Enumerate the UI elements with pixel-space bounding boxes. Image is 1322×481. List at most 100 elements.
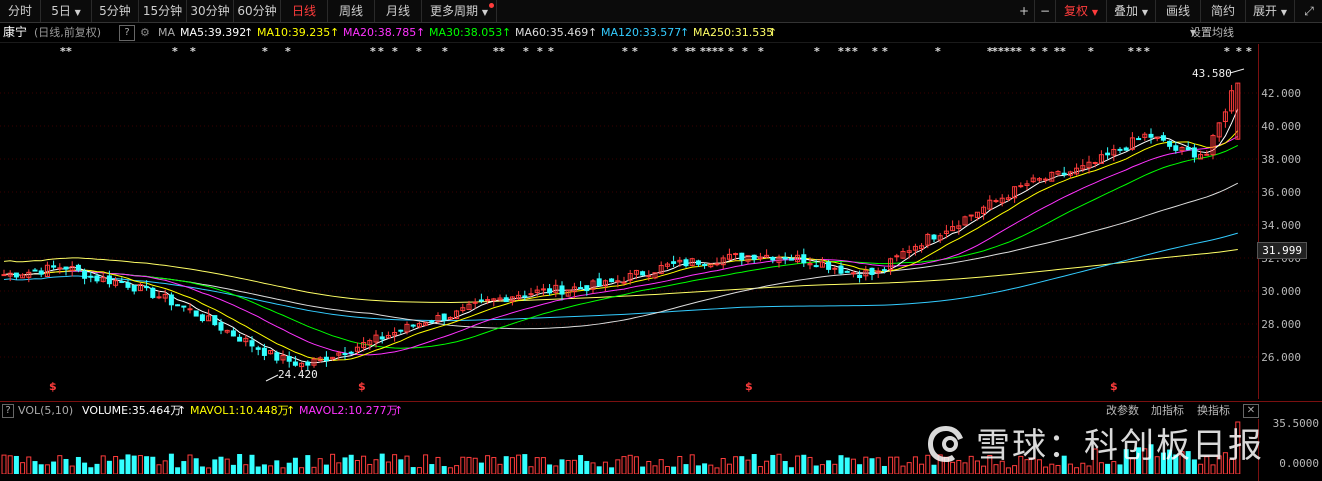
info-marker[interactable]: * xyxy=(262,45,268,58)
candle-body xyxy=(677,259,683,263)
tab-15min[interactable]: 15分钟 xyxy=(139,0,187,22)
ma5-line xyxy=(3,108,1239,364)
draw-line-button[interactable]: 画线 xyxy=(1156,0,1201,22)
tab-daily[interactable]: 日线 xyxy=(281,0,328,22)
info-marker[interactable]: * xyxy=(523,45,529,58)
candle-body xyxy=(627,272,633,281)
candle-body xyxy=(720,257,726,266)
info-marker[interactable]: * xyxy=(1236,45,1242,58)
info-marker[interactable]: * xyxy=(416,45,422,58)
info-marker[interactable]: * xyxy=(499,45,505,58)
info-marker[interactable]: * xyxy=(60,45,66,58)
info-marker[interactable]: * xyxy=(998,45,1004,58)
info-marker[interactable]: * xyxy=(718,45,724,58)
info-marker[interactable]: * xyxy=(706,45,712,58)
candle-body xyxy=(695,260,701,265)
adjust-rights-button[interactable]: 复权 ▼ xyxy=(1056,0,1107,22)
tab-more-periods[interactable]: 更多周期 ▼ xyxy=(422,0,497,22)
info-marker[interactable]: * xyxy=(190,45,196,58)
help-icon[interactable]: ? xyxy=(2,404,14,418)
volume-bar xyxy=(695,465,701,474)
info-marker[interactable]: * xyxy=(537,45,543,58)
zoom-in-button[interactable]: + xyxy=(1014,0,1035,22)
overlay-button[interactable]: 叠加 ▼ xyxy=(1107,0,1156,22)
volume-bar xyxy=(993,464,999,474)
info-marker[interactable]: * xyxy=(712,45,718,58)
tab-weekly[interactable]: 周线 xyxy=(328,0,375,22)
info-marker[interactable]: * xyxy=(672,45,678,58)
info-marker[interactable]: * xyxy=(1088,45,1094,58)
info-marker[interactable]: * xyxy=(493,45,499,58)
candle-body xyxy=(999,197,1005,204)
dividend-marker[interactable]: $ xyxy=(358,380,366,393)
zoom-out-button[interactable]: − xyxy=(1035,0,1056,22)
info-marker[interactable]: * xyxy=(66,45,72,58)
info-marker[interactable]: * xyxy=(392,45,398,58)
info-marker[interactable]: * xyxy=(1136,45,1142,58)
info-marker[interactable]: * xyxy=(285,45,291,58)
dividend-marker[interactable]: $ xyxy=(49,380,57,393)
candle-body xyxy=(974,211,980,218)
volume-bar xyxy=(342,457,348,474)
tab-monthly[interactable]: 月线 xyxy=(375,0,422,22)
info-marker[interactable]: * xyxy=(700,45,706,58)
dividend-marker[interactable]: $ xyxy=(1110,380,1118,393)
info-marker[interactable]: * xyxy=(1030,45,1036,58)
help-icon[interactable]: ? xyxy=(119,25,135,41)
change-params-button[interactable]: 改参数 xyxy=(1106,404,1139,417)
info-marker[interactable]: * xyxy=(685,45,691,58)
info-marker[interactable]: * xyxy=(1042,45,1048,58)
info-marker[interactable]: * xyxy=(1054,45,1060,58)
candle-body xyxy=(553,284,559,293)
simple-mode-button[interactable]: 简约 xyxy=(1201,0,1246,22)
volume-bar xyxy=(497,463,503,474)
fullscreen-icon[interactable]: ⤢ xyxy=(1304,4,1314,18)
info-marker[interactable]: * xyxy=(882,45,888,58)
info-marker[interactable]: * xyxy=(872,45,878,58)
add-indicator-button[interactable]: 加指标 xyxy=(1151,404,1184,417)
info-marker[interactable]: * xyxy=(548,45,554,58)
switch-indicator-button[interactable]: 换指标 xyxy=(1197,404,1230,417)
info-marker[interactable]: * xyxy=(852,45,858,58)
info-marker[interactable]: * xyxy=(370,45,376,58)
info-marker[interactable]: * xyxy=(728,45,734,58)
info-marker[interactable]: * xyxy=(814,45,820,58)
info-marker[interactable]: * xyxy=(1010,45,1016,58)
gear-icon[interactable]: ⚙ xyxy=(140,26,150,39)
info-marker[interactable]: * xyxy=(632,45,638,58)
info-marker[interactable]: * xyxy=(1016,45,1022,58)
expand-button[interactable]: 展开 ▼ xyxy=(1246,0,1295,22)
tab-5min[interactable]: 5分钟 xyxy=(92,0,139,22)
tab-intraday[interactable]: 分时 xyxy=(0,0,41,22)
info-marker[interactable]: * xyxy=(758,45,764,58)
volume-bar xyxy=(658,459,664,474)
ma250-value: MA250:31.535 xyxy=(693,26,774,39)
info-marker[interactable]: * xyxy=(992,45,998,58)
dividend-marker[interactable]: $ xyxy=(745,380,753,393)
info-marker[interactable]: * xyxy=(442,45,448,58)
close-icon[interactable]: ✕ xyxy=(1243,404,1259,418)
tab-5day[interactable]: 5日 ▼ xyxy=(41,0,92,22)
volume-bar xyxy=(1092,448,1098,474)
candle-body xyxy=(739,252,745,261)
info-marker[interactable]: * xyxy=(690,45,696,58)
info-marker[interactable]: * xyxy=(172,45,178,58)
info-marker[interactable]: * xyxy=(1060,45,1066,58)
tab-60min[interactable]: 60分钟 xyxy=(234,0,281,22)
info-marker[interactable]: * xyxy=(1144,45,1150,58)
tab-30min[interactable]: 30分钟 xyxy=(187,0,234,22)
info-marker[interactable]: * xyxy=(1004,45,1010,58)
info-marker[interactable]: * xyxy=(838,45,844,58)
candle-body xyxy=(987,199,993,210)
info-marker[interactable]: * xyxy=(1246,45,1252,58)
info-marker[interactable]: * xyxy=(935,45,941,58)
info-marker[interactable]: * xyxy=(1224,45,1230,58)
info-marker[interactable]: * xyxy=(622,45,628,58)
info-marker[interactable]: * xyxy=(987,45,993,58)
info-marker[interactable]: * xyxy=(845,45,851,58)
info-marker[interactable]: * xyxy=(378,45,384,58)
volume-bar xyxy=(311,466,317,474)
info-marker[interactable]: * xyxy=(742,45,748,58)
info-marker[interactable]: * xyxy=(1128,45,1134,58)
